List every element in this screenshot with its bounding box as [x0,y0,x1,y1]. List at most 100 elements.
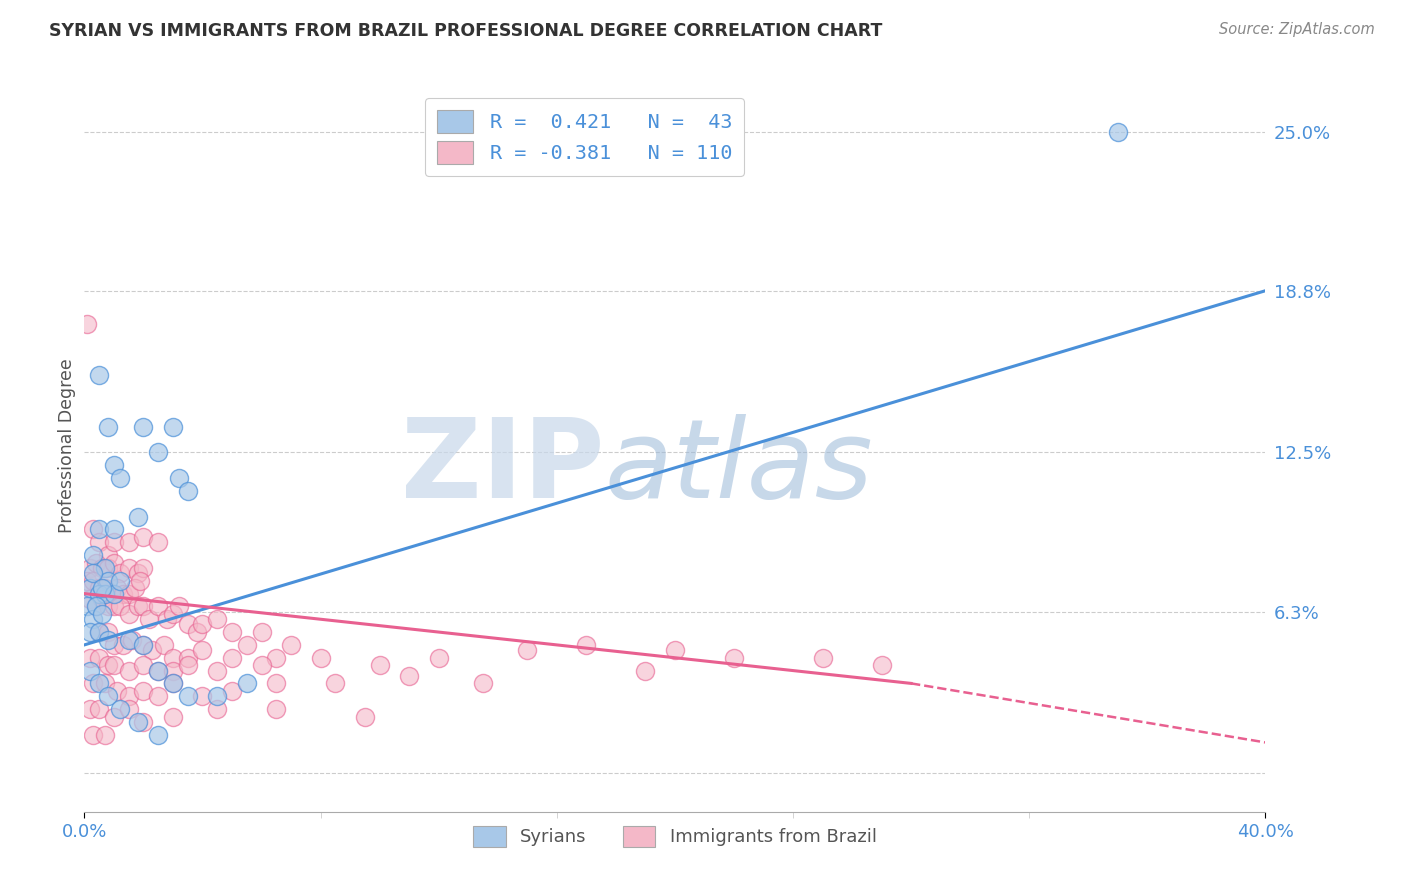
Point [82,728,104,742]
Point [103,710,125,724]
Point [82,612,104,626]
Point [103,658,125,673]
Point [108,566,131,580]
Point [87,650,111,665]
Point [108,599,131,614]
Point [91,561,114,575]
Point [516,643,538,657]
Point [76,574,98,588]
Point [634,664,657,678]
Point [84,599,107,614]
Point [221,684,243,698]
Point [191,643,214,657]
Point [79,650,101,665]
Point [132,638,155,652]
Point [148,664,170,678]
Point [82,548,104,562]
Point [97,625,120,640]
Point [91,607,114,621]
Point [127,509,149,524]
Legend: Syrians, Immigrants from Brazil: Syrians, Immigrants from Brazil [465,819,884,854]
Point [79,625,101,640]
Point [191,617,214,632]
Point [91,591,114,606]
Point [870,658,893,673]
Point [103,523,125,537]
Point [105,582,128,596]
Point [103,535,125,549]
Point [87,582,111,596]
Point [118,561,141,575]
Point [162,650,184,665]
Point [575,638,598,652]
Point [148,599,170,614]
Point [87,625,111,640]
Point [118,535,141,549]
Point [177,617,200,632]
Point [162,607,184,621]
Point [127,566,149,580]
Point [87,368,111,383]
Point [94,676,117,690]
Point [132,419,155,434]
Point [156,612,179,626]
Point [129,574,152,588]
Point [132,684,155,698]
Point [87,535,111,549]
Point [236,638,259,652]
Point [723,650,745,665]
Point [97,658,120,673]
Point [94,582,117,596]
Point [87,676,111,690]
Point [97,548,120,562]
Point [87,523,111,537]
Point [191,690,214,704]
Point [207,702,229,716]
Point [236,676,259,690]
Point [148,664,170,678]
Point [100,586,122,600]
Point [108,702,131,716]
Text: SYRIAN VS IMMIGRANTS FROM BRAZIL PROFESSIONAL DEGREE CORRELATION CHART: SYRIAN VS IMMIGRANTS FROM BRAZIL PROFESS… [49,22,883,40]
Point [266,650,288,665]
Point [103,599,125,614]
Point [76,599,98,614]
Point [118,690,141,704]
Point [103,556,125,570]
Text: ZIP: ZIP [401,415,605,522]
Point [427,650,450,665]
Point [127,599,149,614]
Point [79,664,101,678]
Point [153,638,176,652]
Point [132,599,155,614]
Point [207,664,229,678]
Point [82,676,104,690]
Point [79,561,101,575]
Point [82,566,104,580]
Point [398,669,420,683]
Point [162,676,184,690]
Point [325,676,347,690]
Point [148,535,170,549]
Point [124,582,146,596]
Point [118,632,141,647]
Point [266,676,288,690]
Point [266,702,288,716]
Point [97,561,120,575]
Point [132,714,155,729]
Point [97,690,120,704]
Point [118,586,141,600]
Point [87,586,111,600]
Point [250,658,273,673]
Point [118,607,141,621]
Point [97,599,120,614]
Point [91,582,114,596]
Point [148,728,170,742]
Point [250,625,273,640]
Point [103,586,125,600]
Point [162,710,184,724]
Point [118,664,141,678]
Point [108,574,131,588]
Point [177,690,200,704]
Point [177,658,200,673]
